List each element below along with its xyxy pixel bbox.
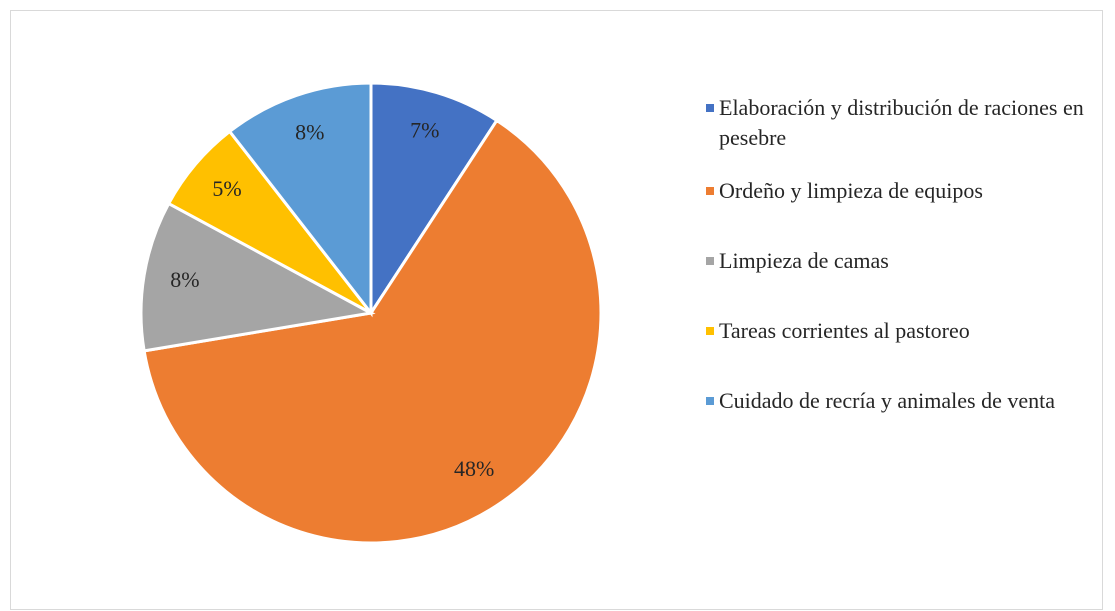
legend-label: Limpieza de camas (719, 248, 889, 273)
legend-key (706, 187, 714, 195)
legend-key (706, 104, 714, 112)
chart: 7% 48% 8% 5% 8% (139, 81, 603, 545)
pie-slice (369, 81, 499, 319)
legend-item: Limpieza de camas (706, 246, 1086, 276)
legend-item: Elaboración y distribución de raciones e… (706, 93, 1086, 153)
legend-item: Tareas corrientes al pastoreo (706, 316, 1086, 346)
pie-slice (142, 118, 603, 545)
legend-label: Ordeño y limpieza de equipos (719, 178, 983, 203)
data-label: 48% (454, 456, 494, 481)
legend-label: Cuidado de recría y animales de venta (719, 388, 1055, 413)
legend-key (706, 257, 714, 265)
data-label: 7% (410, 117, 439, 142)
chart-frame: 7% 48% 8% 5% 8% Elaboración y distribución d… (10, 10, 1103, 610)
legend-key (706, 327, 714, 335)
data-label: 5% (212, 176, 241, 201)
legend-label: Tareas corrientes al pastoreo (719, 318, 970, 343)
pie-slice (227, 81, 373, 318)
data-label: 8% (295, 120, 324, 145)
pie-slice (139, 201, 376, 353)
legend-label: Elaboración y distribución de raciones e… (719, 95, 1084, 150)
legend-key (706, 397, 714, 405)
legend-item: Cuidado de recría y animales de venta (706, 386, 1086, 416)
data-label: 8% (170, 267, 199, 292)
legend-item: Ordeño y limpieza de equipos (706, 176, 1086, 206)
